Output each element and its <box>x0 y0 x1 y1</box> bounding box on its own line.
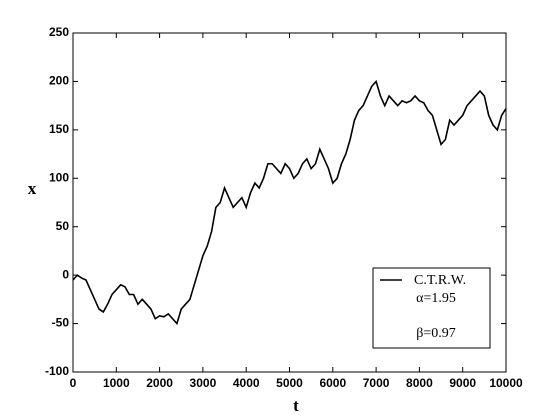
y-tick-label: 200 <box>49 74 69 88</box>
y-tick-label: 0 <box>62 267 69 281</box>
x-tick-label: 7000 <box>363 376 390 390</box>
y-tick-label: -100 <box>45 364 69 378</box>
y-axis-label: x <box>28 179 37 198</box>
y-tick-label: -50 <box>52 316 70 330</box>
legend-box <box>372 267 491 349</box>
x-tick-label: 6000 <box>319 376 346 390</box>
x-tick-label: 9000 <box>449 376 476 390</box>
x-tick-label: 0 <box>70 376 77 390</box>
annotation: β=0.97 <box>416 326 456 341</box>
y-tick-label: 150 <box>49 122 69 136</box>
x-tick-label: 10000 <box>489 376 523 390</box>
x-tick-label: 3000 <box>190 376 217 390</box>
x-tick-label: 4000 <box>233 376 260 390</box>
y-tick-label: 50 <box>56 219 70 233</box>
x-axis-label: t <box>293 396 299 415</box>
y-tick-label: 100 <box>49 170 69 184</box>
annotation: α=1.95 <box>416 291 456 306</box>
y-tick-label: 250 <box>49 25 69 39</box>
legend-label: C.T.R.W. <box>414 273 466 288</box>
x-tick-label: 2000 <box>146 376 173 390</box>
x-tick-label: 1000 <box>103 376 130 390</box>
x-tick-label: 8000 <box>406 376 433 390</box>
data-line <box>72 79 507 326</box>
x-tick-label: 5000 <box>276 376 303 390</box>
